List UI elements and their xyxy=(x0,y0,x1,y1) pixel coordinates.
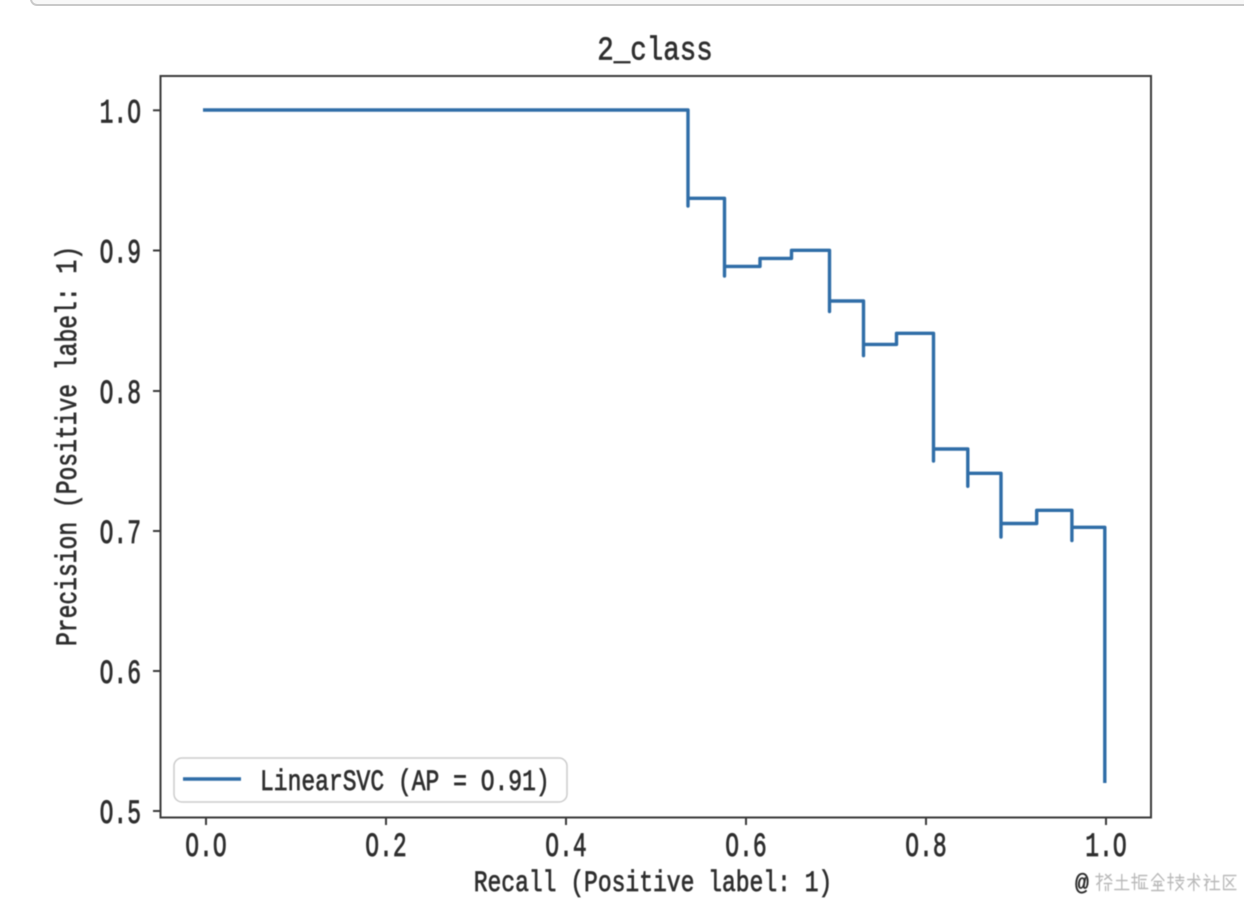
svg-text:O.7: O.7 xyxy=(100,515,141,554)
svg-text:Precision (Positive label: 1): Precision (Positive label: 1) xyxy=(52,246,86,646)
svg-text:LinearSVC (AP = O.91): LinearSVC (AP = O.91) xyxy=(260,766,550,800)
svg-text:O.4: O.4 xyxy=(545,828,586,867)
svg-text:@: @ xyxy=(1075,871,1089,897)
svg-text:1.O: 1.O xyxy=(100,94,141,133)
svg-text:O.8: O.8 xyxy=(100,375,141,414)
svg-text:1.O: 1.O xyxy=(1085,828,1126,867)
svg-text:Recall (Positive label: 1): Recall (Positive label: 1) xyxy=(474,867,833,900)
svg-text:O.6: O.6 xyxy=(725,828,766,867)
svg-text:O.2: O.2 xyxy=(365,828,406,867)
svg-text:O.5: O.5 xyxy=(100,795,141,834)
svg-text:O.8: O.8 xyxy=(905,828,946,867)
svg-text:O.6: O.6 xyxy=(100,655,141,694)
svg-text:2_class: 2_class xyxy=(597,32,712,70)
svg-text:O.9: O.9 xyxy=(100,234,141,273)
svg-text:O.O: O.O xyxy=(185,828,226,867)
